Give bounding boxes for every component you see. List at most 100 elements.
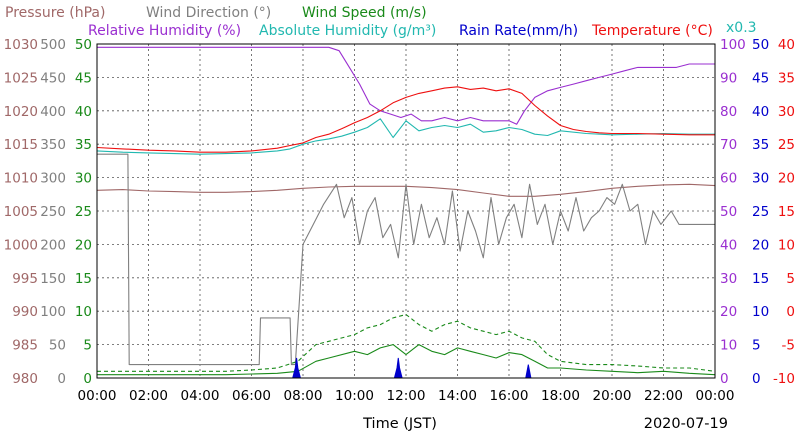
series-rain-rate-mm-h [97,357,715,379]
y-tick-rain: 40 [752,104,769,120]
y-tick-rain: 50 [752,37,769,53]
y-tick-humidity: 50 [720,204,737,220]
x-tick-label: 14:00 [438,388,477,404]
y-tick-rain: 30 [752,171,769,187]
x-tick-label: 06:00 [232,388,271,404]
y-tick-wind-direction: 0 [57,371,66,387]
y-tick-wind-speed: 25 [75,204,92,220]
y-tick-rain: 45 [752,70,769,86]
y-tick-temperature: 30 [778,104,795,120]
y-tick-rain: 5 [752,338,761,354]
legend-relative-humidity: Relative Humidity (%) [88,23,241,39]
y-tick-temperature: 0 [786,304,795,320]
y-tick-temperature: 20 [778,171,795,187]
y-tick-temperature: 5 [786,271,795,287]
y-tick-wind-direction: 150 [40,271,66,287]
x-tick-labels: 00:00 02:00 04:00 06:00 08:00 10:00 12:00 14:00… [78,388,735,404]
y-tick-temperature: 35 [778,70,795,86]
y-tick-wind-speed: 45 [75,70,92,86]
y-tick-humidity: 30 [720,271,737,287]
legend-wind-direction: Wind Direction (°) [146,5,271,21]
legend: Pressure (hPa) Wind Direction (°) Wind S… [5,5,757,39]
y-tick-wind-speed: 20 [75,237,92,253]
plot-frame [96,43,716,379]
y-tick-wind-direction: 200 [40,237,66,253]
y-tick-rain: 25 [752,204,769,220]
legend-pressure: Pressure (hPa) [5,5,105,21]
series-group [96,46,716,379]
y-tick-rain: 0 [752,371,761,387]
x-axis-label: Time (JST) [362,416,437,432]
y-tick-pressure: 1000 [4,237,38,253]
y-tick-temperature: 15 [778,204,795,220]
y-tick-humidity: 20 [720,304,737,320]
y-tick-wind-speed: 35 [75,137,92,153]
y-tick-wind-speed: 30 [75,171,92,187]
y-tick-pressure: 1010 [4,171,38,187]
y-tick-temperature: -10 [773,371,795,387]
y-tick-wind-speed: 40 [75,104,92,120]
y-tick-pressure: 980 [12,371,38,387]
x-tick-label: 22:00 [644,388,683,404]
x-tick-label: 08:00 [284,388,323,404]
series-temperature-c [96,86,715,153]
y-tick-wind-direction: 500 [40,37,66,53]
y-tick-wind-speed: 0 [83,371,92,387]
y-tick-rain: 20 [752,237,769,253]
series-absolute-humidity-g-m [96,118,715,155]
x-tick-label: 20:00 [593,388,632,404]
y-tick-pressure: 1015 [4,137,38,153]
y-tick-wind-direction: 100 [40,304,66,320]
y-tick-pressure: 985 [12,338,38,354]
y-tick-wind-direction: 50 [49,338,66,354]
y-tick-wind-direction: 350 [40,137,66,153]
y-tick-humidity: 100 [720,37,746,53]
legend-rain-rate: Rain Rate(mm/h) [459,23,578,39]
series-wind-direction [97,153,715,366]
y-tick-rain: 10 [752,304,769,320]
legend-wind-speed: Wind Speed (m/s) [302,5,427,21]
series-wind-speed-m-s-avg [97,344,716,376]
y-tick-humidity: 90 [720,70,737,86]
legend-multiplier: x0.3 [726,20,757,36]
y-tick-temperature: -5 [782,338,795,354]
y-tick-pressure: 1005 [4,204,38,220]
y-tick-temperature: 10 [778,237,795,253]
y-tick-rain: 35 [752,137,769,153]
y-tick-pressure: 1025 [4,70,38,86]
grid [97,44,715,378]
x-tick-label: 18:00 [541,388,580,404]
y-tick-temperature: 40 [778,37,795,53]
series-relative-humidity [97,46,715,125]
y-tick-pressure: 1030 [4,37,38,53]
y-tick-humidity: 40 [720,237,737,253]
y-tick-humidity: 10 [720,338,737,354]
y-tick-rain: 15 [752,271,769,287]
x-tick-label: 12:00 [387,388,426,404]
x-tick-label: 00:00 [78,388,117,404]
y-tick-pressure: 1020 [4,104,38,120]
x-tick-label: 02:00 [129,388,168,404]
legend-temperature: Temperature (°C) [591,23,713,39]
y-tick-humidity: 0 [720,371,729,387]
y-tick-humidity: 60 [720,171,737,187]
y-tick-pressure: 995 [12,271,38,287]
x-tick-label: 04:00 [181,388,220,404]
y-tick-wind-speed: 50 [75,37,92,53]
y-tick-wind-direction: 450 [40,70,66,86]
y-tick-wind-speed: 5 [83,338,92,354]
y-tick-labels: 1030102510201015101010051000995990985980… [4,37,795,387]
date-label: 2020-07-19 [644,416,728,432]
y-tick-wind-speed: 10 [75,304,92,320]
y-tick-wind-direction: 250 [40,204,66,220]
legend-absolute-humidity: Absolute Humidity (g/m³) [259,23,436,39]
y-tick-wind-direction: 400 [40,104,66,120]
y-tick-wind-speed: 15 [75,271,92,287]
y-tick-temperature: 25 [778,137,795,153]
y-tick-pressure: 990 [12,304,38,320]
y-tick-humidity: 80 [720,104,737,120]
y-tick-wind-direction: 300 [40,171,66,187]
x-tick-label: 10:00 [335,388,374,404]
x-tick-label: 00:00 [696,388,735,404]
